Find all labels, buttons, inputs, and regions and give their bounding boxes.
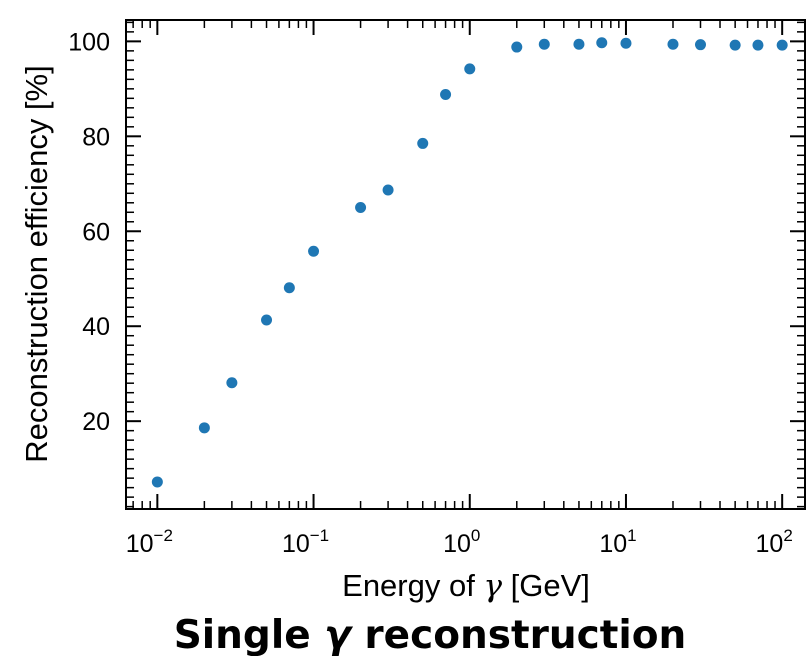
x-tick-exponent: −2	[154, 526, 173, 545]
data-point	[596, 37, 608, 49]
y-tick-label: 60	[82, 218, 110, 246]
y-axis-label: Reconstruction efficiency [%]	[19, 65, 54, 462]
plot-frame	[125, 19, 806, 510]
x-tick-labels: 10−2 10−1 100 101 102	[126, 526, 793, 558]
caption-suffix: reconstruction	[351, 613, 686, 656]
data-point	[151, 476, 163, 488]
axis-ticks	[126, 20, 805, 509]
x-tick-base: 10	[443, 530, 471, 558]
data-point	[776, 39, 788, 51]
data-point	[382, 184, 394, 196]
x-tick-label: 102	[756, 526, 793, 558]
caption-symbol: γ	[324, 613, 353, 656]
x-tick-label: 10−2	[126, 526, 173, 558]
x-axis-label-symbol: γ	[483, 568, 502, 604]
data-point	[440, 89, 452, 101]
data-point	[198, 422, 210, 434]
x-axis-label-prefix: Energy of	[342, 568, 483, 603]
x-tick-base: 10	[756, 530, 784, 558]
x-tick-label: 101	[599, 526, 636, 558]
x-tick-label: 100	[443, 526, 480, 558]
x-tick-base: 10	[282, 530, 310, 558]
x-axis-label-suffix: [GeV]	[502, 568, 590, 603]
data-point	[511, 41, 523, 53]
data-point	[464, 63, 476, 75]
y-tick-label: 80	[82, 123, 110, 151]
data-point	[538, 38, 550, 50]
data-point	[308, 245, 320, 257]
data-points	[151, 37, 788, 488]
data-point	[226, 377, 238, 389]
x-tick-exponent: 2	[783, 526, 792, 545]
data-point	[752, 39, 764, 51]
x-tick-base: 10	[126, 530, 154, 558]
data-point	[667, 38, 679, 50]
x-tick-label: 10−1	[282, 526, 329, 558]
y-tick-label: 20	[82, 408, 110, 436]
caption-prefix: Single	[174, 613, 325, 656]
x-tick-exponent: 1	[627, 526, 636, 545]
y-tick-label: 40	[82, 313, 110, 341]
data-point	[573, 38, 585, 50]
data-point	[355, 202, 367, 214]
x-tick-base: 10	[599, 530, 627, 558]
data-point	[620, 37, 632, 49]
chart-caption: Single γ reconstruction	[174, 613, 687, 656]
data-point	[261, 314, 273, 326]
data-point	[283, 282, 295, 294]
x-tick-exponent: −1	[310, 526, 329, 545]
data-point	[729, 39, 741, 51]
data-point	[417, 137, 429, 149]
y-tick-labels: 20 40 60 80 100	[68, 28, 110, 436]
x-axis-label: Energy of γ [GeV]	[342, 568, 590, 604]
x-tick-exponent: 0	[471, 526, 480, 545]
data-point	[694, 39, 706, 51]
y-tick-label: 100	[68, 28, 110, 56]
